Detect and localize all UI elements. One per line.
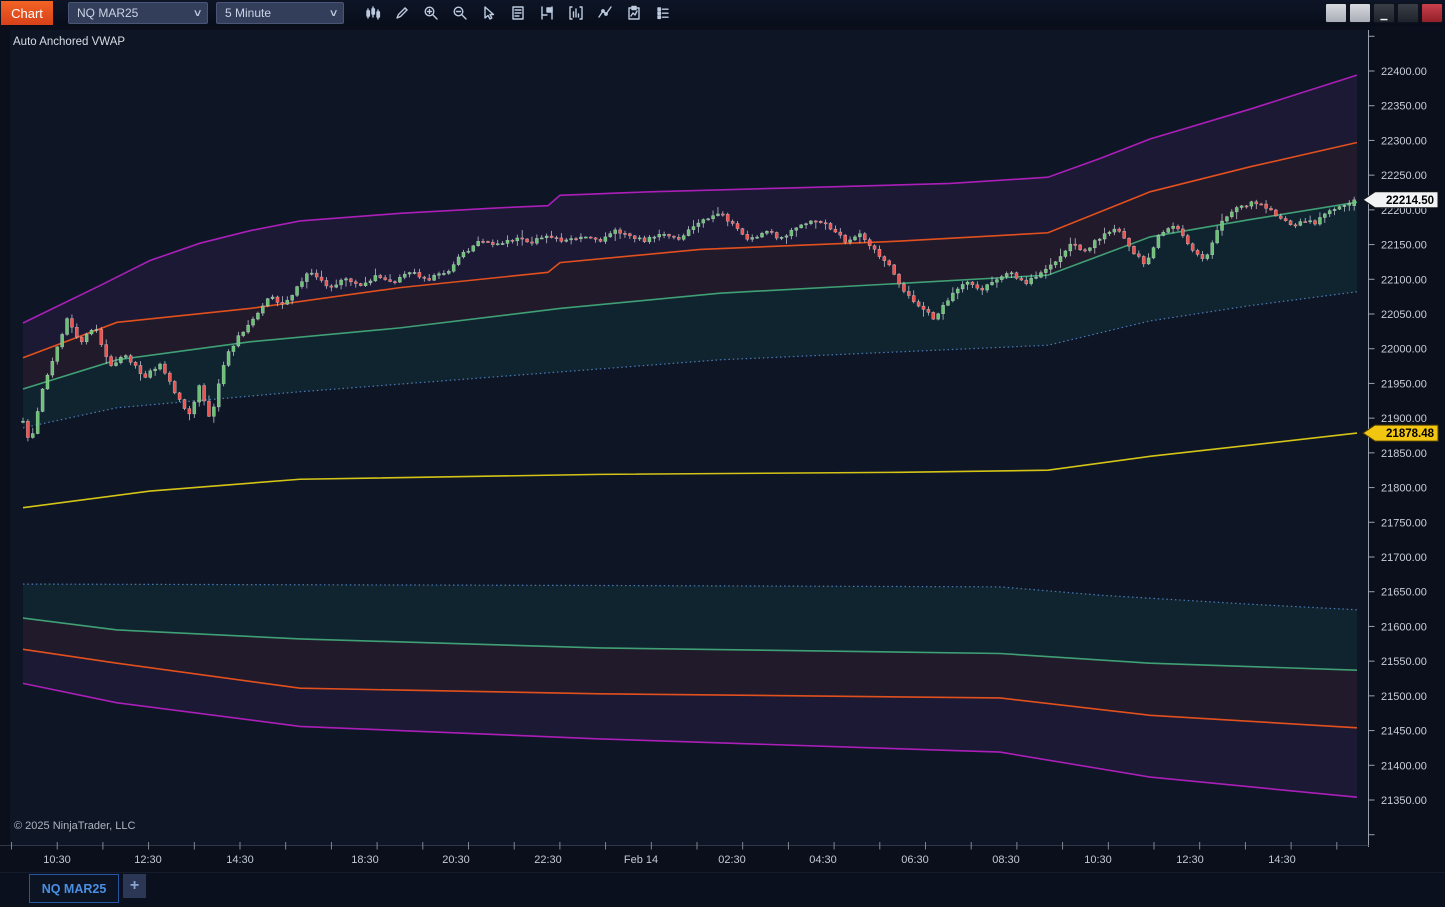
window-controls: ▁ [1323, 3, 1443, 23]
svg-text:21800.00: 21800.00 [1381, 483, 1427, 495]
svg-text:21450.00: 21450.00 [1381, 726, 1427, 738]
zoom-in-icon[interactable] [418, 2, 443, 24]
svg-text:21750.00: 21750.00 [1381, 517, 1427, 529]
svg-text:22300.00: 22300.00 [1381, 135, 1427, 147]
lower-band-2 [22, 648, 1358, 729]
svg-text:06:30: 06:30 [901, 854, 929, 866]
last-price-tag: 22214.50 [1362, 191, 1439, 209]
chevron-down-icon: ∨ [192, 7, 203, 19]
window-control-b[interactable] [1349, 3, 1371, 23]
svg-text:22:30: 22:30 [534, 854, 562, 866]
time-axis: 10:30 12:30 14:30 18:30 20:30 22:30 Feb 14 02:3… [0, 842, 1369, 866]
svg-text:22050.00: 22050.00 [1381, 309, 1427, 321]
upper-band-2 [22, 141, 1358, 359]
minimize-icon: ▁ [1380, 10, 1388, 20]
svg-text:22350.00: 22350.00 [1381, 101, 1427, 113]
svg-text:12:30: 12:30 [134, 854, 162, 866]
properties-icon[interactable] [650, 2, 675, 24]
instrument-value: NQ MAR25 [77, 6, 139, 20]
instrument-selector[interactable]: NQ MAR25 ∨ [68, 2, 208, 24]
line-tool-icon[interactable] [592, 2, 617, 24]
svg-text:21850.00: 21850.00 [1381, 448, 1427, 460]
svg-text:20:30: 20:30 [442, 854, 470, 866]
svg-text:10:30: 10:30 [1084, 854, 1112, 866]
svg-text:22100.00: 22100.00 [1381, 274, 1427, 286]
add-tab-button[interactable]: + [123, 874, 146, 898]
svg-text:02:30: 02:30 [718, 854, 746, 866]
chart-trader-icon[interactable] [534, 2, 559, 24]
svg-text:22150.00: 22150.00 [1381, 240, 1427, 252]
price-axis: 22400.0022350.0022300.0022250.0022200.00… [1368, 30, 1427, 847]
svg-text:21550.00: 21550.00 [1381, 656, 1427, 668]
close-button[interactable] [1421, 3, 1443, 23]
upper-band-3 [22, 74, 1358, 324]
plot-background [10, 30, 1368, 845]
indicators-icon[interactable] [563, 2, 588, 24]
chevron-down-icon: ∨ [328, 7, 339, 19]
svg-text:14:30: 14:30 [1268, 854, 1296, 866]
minimize-button[interactable]: ▁ [1373, 3, 1395, 23]
window-control-a[interactable] [1325, 3, 1347, 23]
svg-text:21350.00: 21350.00 [1381, 795, 1427, 807]
svg-text:21650.00: 21650.00 [1381, 587, 1427, 599]
candles [21, 196, 1356, 442]
svg-text:21700.00: 21700.00 [1381, 552, 1427, 564]
tab-nq-mar25[interactable]: NQ MAR25 [29, 874, 119, 903]
vwap-line [22, 432, 1358, 509]
svg-text:21950.00: 21950.00 [1381, 378, 1427, 390]
svg-text:21878.48: 21878.48 [1386, 428, 1435, 440]
toolbar: Chart NQ MAR25 ∨ 5 Minute ∨ [0, 0, 1445, 26]
tab-bar: NQ MAR25 + [0, 872, 1445, 907]
svg-text:12:30: 12:30 [1176, 854, 1204, 866]
upper-band-0 [22, 291, 1358, 429]
svg-text:22214.50: 22214.50 [1386, 195, 1434, 207]
drawing-tools-icon[interactable] [389, 2, 414, 24]
data-report-icon[interactable] [505, 2, 530, 24]
cursor-icon[interactable] [476, 2, 501, 24]
strategies-icon[interactable] [621, 2, 646, 24]
timeframe-value: 5 Minute [225, 6, 272, 20]
timeframe-selector[interactable]: 5 Minute ∨ [216, 2, 344, 24]
lower-band-1 [22, 617, 1358, 671]
lower-band-3 [22, 682, 1358, 799]
svg-text:18:30: 18:30 [351, 854, 379, 866]
svg-text:10:30: 10:30 [43, 854, 71, 866]
svg-text:21400.00: 21400.00 [1381, 760, 1427, 772]
indicator-label: Auto Anchored VWAP [13, 36, 126, 48]
svg-text:21900.00: 21900.00 [1381, 413, 1427, 425]
zoom-out-icon[interactable] [447, 2, 472, 24]
svg-text:14:30: 14:30 [226, 854, 254, 866]
copyright-label: © 2025 NinjaTrader, LLC [14, 820, 136, 832]
svg-text:08:30: 08:30 [992, 854, 1020, 866]
vwap-price-tag: 21878.48 [1362, 424, 1439, 442]
svg-text:22400.00: 22400.00 [1381, 66, 1427, 78]
svg-text:21600.00: 21600.00 [1381, 621, 1427, 633]
chart-menu-button[interactable]: Chart [1, 1, 53, 25]
maximize-button[interactable] [1397, 3, 1419, 23]
svg-text:Feb 14: Feb 14 [624, 854, 658, 866]
svg-text:22250.00: 22250.00 [1381, 170, 1427, 182]
svg-text:04:30: 04:30 [809, 854, 837, 866]
toolbar-icons [358, 2, 677, 24]
chart-style-icon[interactable] [360, 2, 385, 24]
svg-text:21500.00: 21500.00 [1381, 691, 1427, 703]
svg-text:22000.00: 22000.00 [1381, 344, 1427, 356]
